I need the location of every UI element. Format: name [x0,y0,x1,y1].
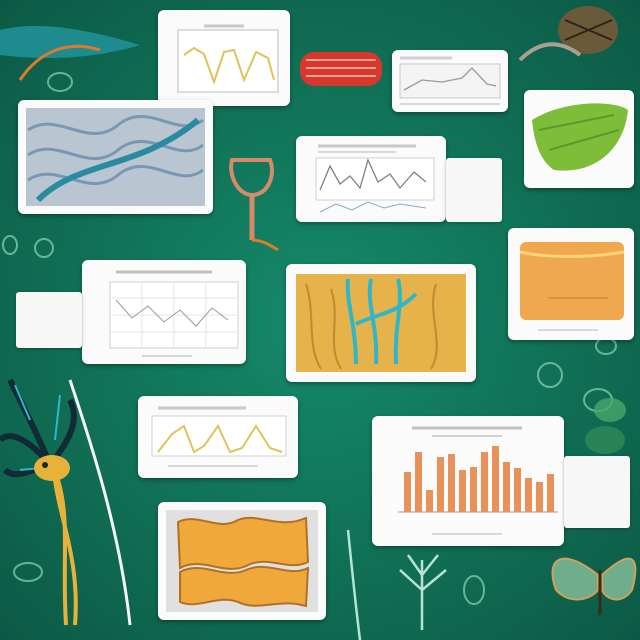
bar [437,457,444,512]
branch-icon [346,529,447,640]
bar [514,468,521,512]
line-chart-1 [177,24,279,93]
line-chart-panel-3[interactable] [296,136,446,222]
line-chart-2 [399,56,501,105]
panel-tab [446,158,502,222]
panel-tab [564,456,630,528]
texture-image-panel[interactable] [18,100,213,214]
leaf-icon [0,25,140,81]
bar-series [404,446,554,512]
bar [525,478,532,512]
line-chart-panel-1[interactable] [158,10,290,106]
vertebra-icon [229,158,279,252]
leaf-image-panel[interactable] [524,90,634,188]
bar [415,452,422,512]
bar-chart-panel[interactable] [372,416,564,546]
orange-panel[interactable] [508,228,634,340]
texture-image [26,108,205,206]
moth-icon [551,557,637,615]
bar-chart [398,426,558,535]
scatter-table [109,270,239,357]
bar [404,472,411,512]
bar [459,470,466,512]
neuron-icon [0,378,132,626]
bar [503,462,510,512]
specimen-image-panel-2[interactable] [158,502,326,620]
bar [536,482,543,512]
orange-image [519,242,625,331]
panel-tab [16,292,82,348]
line-chart-panel-2[interactable] [392,50,508,112]
bar [481,452,488,512]
line-chart-3 [315,144,435,213]
bar [448,454,455,512]
beetle-icon [518,6,618,62]
leaf-image [532,103,628,171]
bar [547,474,554,512]
scatter-table-panel[interactable] [82,260,246,364]
bar [470,467,477,512]
series-line-1 [183,46,275,86]
line-chart-panel-4[interactable] [138,396,298,478]
specimen-image-panel-1[interactable] [286,264,476,382]
leaf-cluster-icon [585,398,626,454]
red-specimen-icon [300,52,382,86]
bar [426,490,433,512]
specimen-image-1 [296,274,466,372]
bar [492,446,499,512]
specimen-image-2 [166,510,318,612]
cell-icons [2,72,617,605]
line-chart-4 [151,406,287,467]
